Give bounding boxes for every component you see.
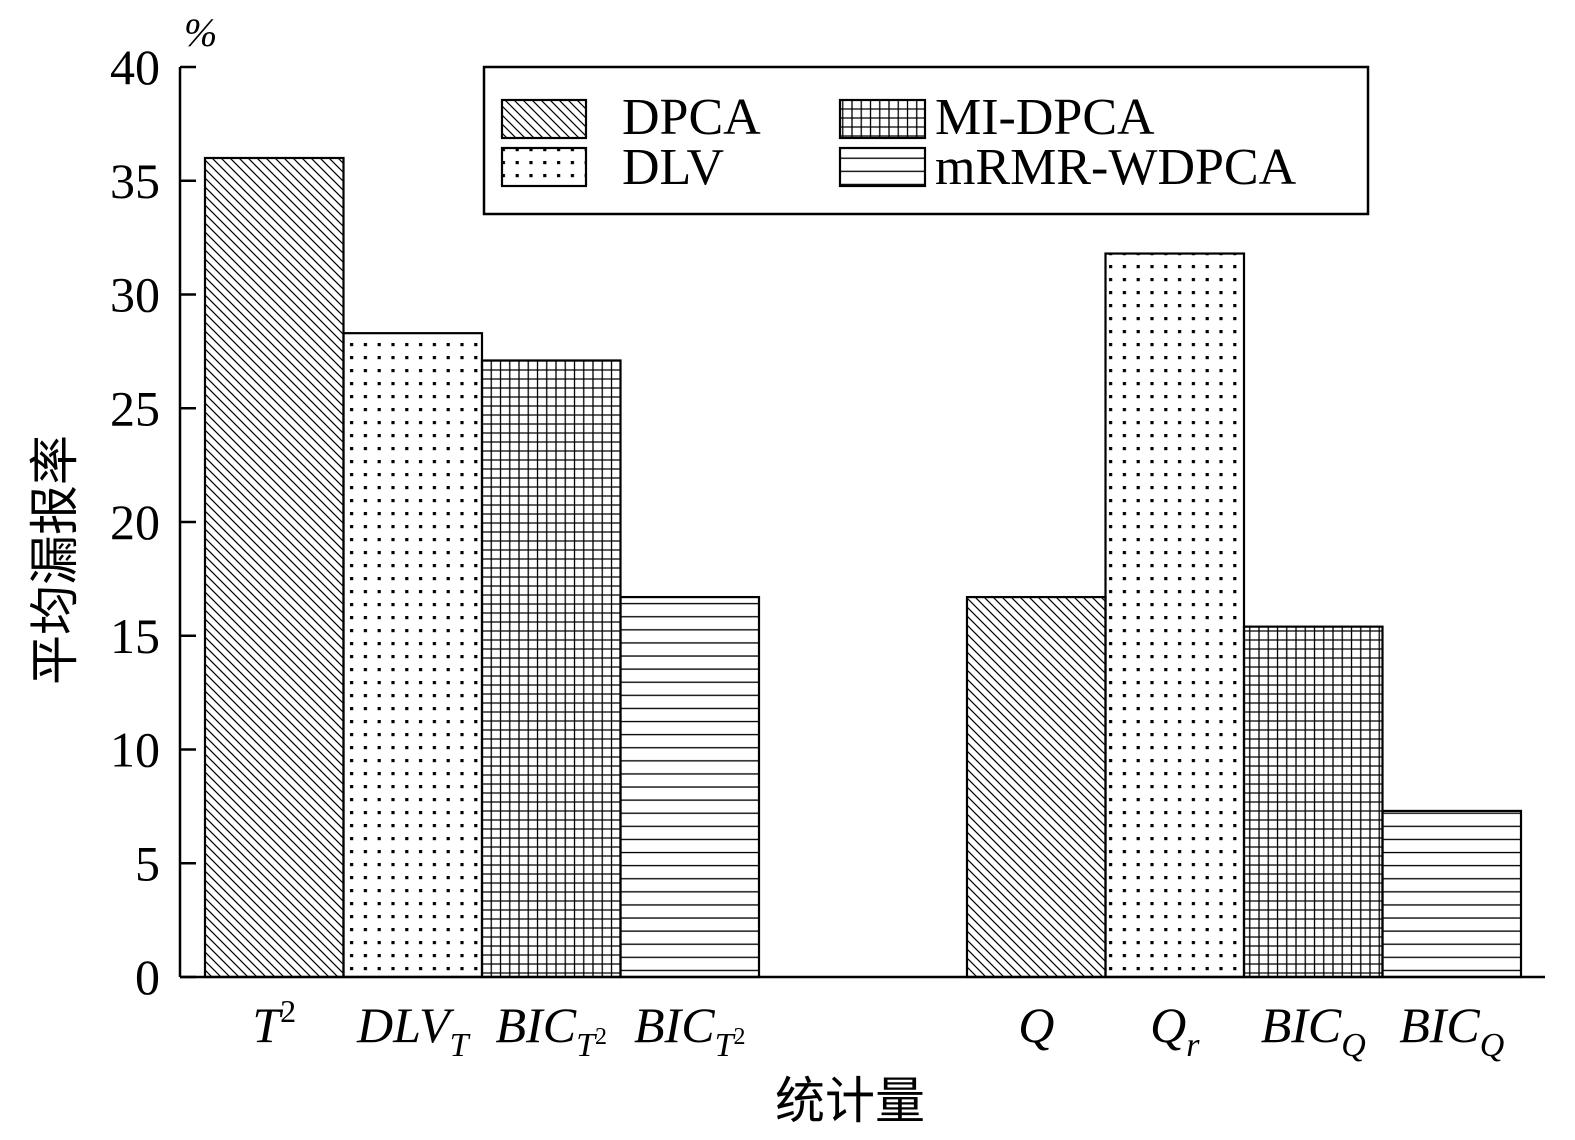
x-ticks: T2 DLVT BICT2 BICT2 Q Qr BICQ BICQ	[252, 993, 1504, 1064]
bars-layer	[203, 156, 1523, 979]
tick-label-subscript: T	[450, 1027, 471, 1064]
tick-label-subscript: Q	[1341, 1027, 1366, 1064]
tick-label-subscript: Q	[1480, 1027, 1505, 1064]
x-tick-label: DLVT	[356, 997, 471, 1064]
tick-label-subscript-superscript: 2	[595, 1024, 607, 1050]
y-unit-label: %	[184, 10, 217, 55]
y-tick-label: 10	[110, 722, 160, 778]
tick-label-subscript: T	[576, 1027, 597, 1064]
legend-swatch-mi-dpca	[838, 98, 927, 140]
legend-item-mi-dpca: MI-DPCA	[838, 89, 1155, 146]
legend-swatch-mrmr-wdpca	[838, 146, 927, 188]
bar-dpca-1	[965, 595, 1107, 979]
tick-label-base: BIC	[634, 997, 715, 1053]
legend-item-dpca: DPCA	[500, 89, 761, 146]
y-tick-label: 5	[135, 835, 160, 891]
legend-item-dlv: DLV	[500, 139, 724, 196]
legend-label-mi-dpca: MI-DPCA	[935, 89, 1155, 146]
x-axis-title: 统计量	[775, 1072, 925, 1130]
bar-mrmr-wdpca-0	[619, 595, 761, 979]
bar-dlv-0	[342, 332, 484, 979]
tick-label-superscript: 2	[280, 993, 296, 1029]
legend-swatch-dpca	[500, 98, 588, 140]
y-tick-label: 25	[110, 380, 160, 436]
y-tick-label: 35	[110, 153, 160, 209]
tick-label-base: BIC	[1399, 997, 1480, 1053]
legend-item-mrmr-wdpca: mRMR-WDPCA	[838, 139, 1297, 196]
tick-label-base: Q	[1150, 997, 1186, 1053]
y-tick-label: 30	[110, 267, 160, 323]
x-tick-label: BICT2	[496, 997, 607, 1064]
legend-label-dlv: DLV	[622, 139, 724, 196]
tick-label-subscript: r	[1186, 1027, 1200, 1064]
tick-label-base: DLV	[356, 997, 455, 1053]
tick-label-subscript-superscript: 2	[733, 1024, 745, 1050]
y-ticks: 0 5 10 15 20 25 30 35 40	[110, 39, 196, 1005]
tick-label-base: Q	[1018, 997, 1054, 1053]
bar-mrmr-wdpca-1	[1381, 809, 1523, 979]
legend-box	[482, 65, 1370, 216]
x-tick-label: BICQ	[1399, 997, 1504, 1064]
legend: DPCA DLV MI-DPCA mRMR-WDPCA	[482, 65, 1370, 216]
tick-label-base: T	[252, 997, 283, 1053]
x-tick-label: T2	[252, 993, 296, 1053]
y-axis-title: 平均漏报率	[26, 435, 84, 685]
legend-swatch-dlv	[500, 146, 588, 188]
tick-label-subscript: T	[715, 1027, 736, 1064]
tick-label-base: BIC	[496, 997, 577, 1053]
legend-label-mrmr-wdpca: mRMR-WDPCA	[935, 139, 1297, 196]
y-tick-label: 20	[110, 494, 160, 550]
bar-mi-dpca-0	[480, 359, 622, 979]
x-tick-label: BICQ	[1261, 997, 1366, 1064]
tick-label-base: BIC	[1261, 997, 1342, 1053]
bar-dpca-0	[203, 156, 345, 979]
x-tick-label: BICT2	[634, 997, 745, 1064]
bar-mi-dpca-1	[1242, 625, 1384, 979]
y-tick-label: 40	[110, 39, 160, 95]
x-tick-label: Qr	[1150, 997, 1200, 1064]
x-tick-label: Q	[1018, 997, 1054, 1053]
legend-label-dpca: DPCA	[622, 89, 761, 146]
y-tick-label: 0	[135, 949, 160, 1005]
y-tick-label: 15	[110, 608, 160, 664]
bar-dlv-1	[1104, 252, 1246, 979]
